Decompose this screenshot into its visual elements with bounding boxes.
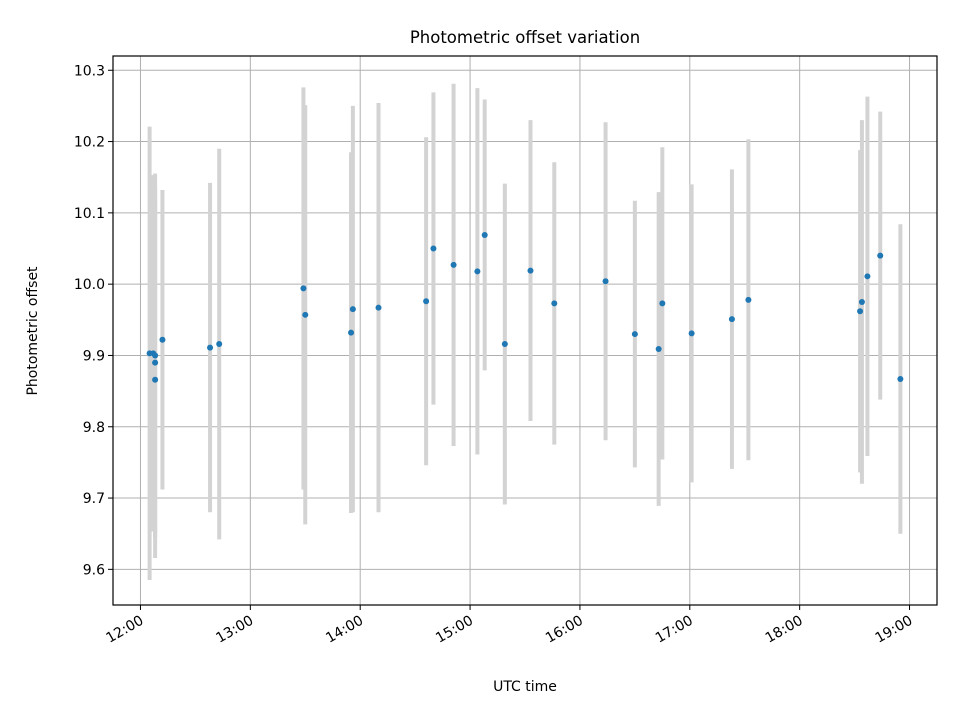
data-point bbox=[551, 300, 558, 307]
data-point bbox=[152, 359, 159, 366]
x-tick-label: 12:00 bbox=[104, 613, 147, 647]
data-point bbox=[300, 285, 307, 292]
x-tick-label: 19:00 bbox=[873, 613, 916, 647]
data-point bbox=[877, 252, 884, 259]
data-point bbox=[864, 273, 871, 280]
data-point bbox=[655, 346, 662, 353]
data-point bbox=[474, 268, 481, 275]
data-point bbox=[375, 304, 382, 311]
y-tick-label: 10.3 bbox=[74, 63, 105, 79]
data-point bbox=[302, 311, 309, 318]
data-point bbox=[450, 261, 457, 268]
error-bars bbox=[147, 83, 903, 581]
chart-title: Photometric offset variation bbox=[410, 28, 640, 47]
data-point bbox=[348, 329, 355, 336]
y-tick-label: 10.2 bbox=[74, 135, 105, 151]
data-point bbox=[216, 341, 223, 348]
x-tick-label: 13:00 bbox=[213, 613, 256, 647]
data-point bbox=[631, 331, 638, 338]
y-axis-label: Photometric offset bbox=[25, 266, 41, 396]
y-tick-label: 9.9 bbox=[83, 348, 105, 364]
data-point bbox=[728, 316, 735, 323]
data-points bbox=[146, 231, 904, 383]
data-point bbox=[745, 296, 752, 303]
x-tick-label: 18:00 bbox=[763, 613, 806, 647]
data-point bbox=[688, 330, 695, 337]
data-point bbox=[159, 336, 166, 343]
y-tick-label: 10.0 bbox=[74, 277, 105, 293]
data-point bbox=[152, 376, 159, 383]
data-point bbox=[501, 341, 508, 348]
y-axis-ticks: 9.6 9.7 9.8 9.9 10.0 10.1 10.2 10.3 bbox=[74, 63, 113, 578]
data-point bbox=[602, 278, 609, 285]
y-tick-label: 9.8 bbox=[83, 420, 105, 436]
x-tick-label: 15:00 bbox=[433, 613, 476, 647]
y-tick-label: 10.1 bbox=[74, 206, 105, 222]
x-tick-label: 14:00 bbox=[323, 613, 366, 647]
data-point bbox=[897, 375, 904, 382]
data-point bbox=[481, 231, 488, 238]
plot-frame bbox=[112, 55, 938, 606]
y-tick-label: 9.6 bbox=[83, 562, 105, 578]
data-point bbox=[152, 352, 159, 359]
x-axis-label: UTC time bbox=[493, 679, 557, 695]
x-tick-label: 16:00 bbox=[543, 613, 586, 647]
data-point bbox=[430, 245, 437, 252]
data-point bbox=[858, 298, 865, 305]
y-tick-label: 9.7 bbox=[83, 491, 105, 507]
data-point bbox=[207, 344, 214, 351]
data-point bbox=[659, 300, 666, 307]
data-point bbox=[423, 298, 430, 305]
x-axis-ticks: 12:00 13:00 14:00 15:00 16:00 17:00 18:00 19:00 bbox=[104, 605, 916, 647]
data-point bbox=[349, 306, 356, 313]
data-point bbox=[857, 308, 864, 315]
data-point bbox=[527, 267, 534, 274]
grid-lines bbox=[113, 56, 937, 605]
x-tick-label: 17:00 bbox=[653, 613, 696, 647]
